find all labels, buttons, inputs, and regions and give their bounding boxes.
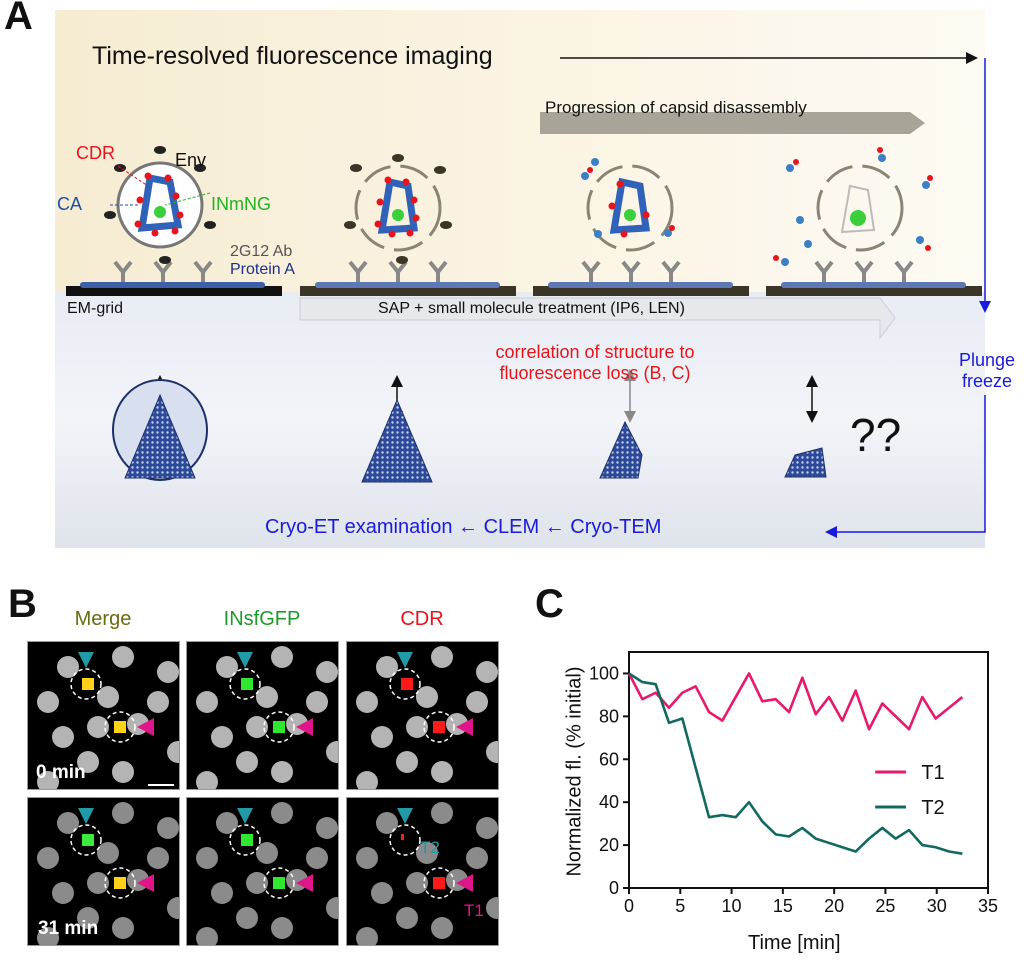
x-axis-label: Time [min] [748, 932, 841, 954]
t1-arrowhead-icon [137, 718, 154, 736]
virion-intact [104, 146, 216, 264]
y-tick-label: 40 [599, 792, 619, 812]
t2-arrowhead-icon [397, 652, 413, 668]
y-tick-label: 100 [589, 663, 619, 683]
t1-arrowhead-icon [296, 874, 313, 892]
grid-square-fragment [784, 447, 827, 478]
column-merge-title: Merge [74, 608, 132, 630]
x-tick-label: 30 [927, 896, 947, 916]
x-tick-label: 20 [824, 896, 844, 916]
time-label-31min: 31 min [38, 918, 99, 939]
micrograph-cdr-31min [346, 797, 499, 946]
cdr-label: CDR [76, 143, 115, 163]
correlation-line-1: correlation of structure to [495, 342, 695, 362]
em-grid-label: EM-grid [67, 300, 124, 317]
t2-arrowhead-icon [78, 808, 94, 824]
grid-square-treated [361, 398, 433, 483]
t2-arrowhead-icon [237, 652, 253, 668]
t2-arrowhead-icon [397, 808, 413, 824]
plot-frame [628, 651, 989, 889]
x-tick-label: 0 [624, 896, 634, 916]
progression-arrow [540, 112, 925, 134]
t2-arrowhead-icon [237, 808, 253, 824]
micrograph-merge-0min [27, 641, 180, 790]
t1-arrowhead-icon [456, 874, 473, 892]
progression-label: Progression of capsid disassembly [545, 98, 807, 117]
correlation-label: correlation of structure to fluorescence… [465, 342, 725, 384]
ca-label: CA [57, 194, 83, 214]
legend-label-t1: T1 [921, 762, 944, 784]
treatment-label: SAP + small molecule treatment (IP6, LEN… [378, 300, 685, 317]
time-label-0min: 0 min [36, 762, 86, 783]
x-tick-label: 15 [773, 896, 793, 916]
t1-arrowhead-icon [137, 874, 154, 892]
unknown-label: ?? [850, 409, 902, 461]
series-line-t1 [627, 672, 964, 731]
env-label: Env [175, 150, 207, 170]
virion-permeabilized [344, 154, 452, 264]
t2-marker-label: T2 [420, 838, 440, 857]
panel-c-label: C [535, 582, 564, 626]
correlation-line-2: fluorescence loss (B, C) [499, 363, 691, 383]
t1-arrowhead-icon [296, 718, 313, 736]
treatment-arrow [299, 297, 896, 340]
micrograph-cdr-0min [346, 641, 499, 790]
y-tick-label: 80 [599, 706, 619, 726]
fluorescence-chart: 0 5 10 15 20 25 30 35 0 20 40 60 80 100 T1 T2 [589, 651, 998, 916]
antibodies [113, 260, 914, 282]
y-tick-label: 0 [609, 878, 619, 898]
series-line-t2 [628, 672, 963, 855]
y-tick-label: 60 [599, 749, 619, 769]
panel-a-diagram [66, 52, 991, 538]
t2-arrowhead-icon [78, 652, 94, 668]
workflow-label: Cryo-ET examination ← CLEM ← Cryo-TEM [265, 516, 662, 538]
panel-a-imaging-background [55, 10, 985, 292]
panel-b-label: B [8, 582, 37, 626]
inmng-label: INmNG [211, 194, 271, 214]
plunge-freeze-label: Plunge freeze [942, 350, 1024, 392]
y-tick-label: 20 [599, 835, 619, 855]
panel-a-examination-background [55, 292, 985, 548]
column-cdr-title: CDR [400, 608, 444, 630]
x-tick-label: 35 [978, 896, 998, 916]
x-tick-label: 25 [875, 896, 895, 916]
micrograph-insfgfp-31min [186, 797, 339, 946]
virion-disassembled [773, 147, 933, 266]
protein-a-label: Protein A [230, 261, 295, 278]
examination-flow-line [825, 395, 986, 538]
x-tick-label: 5 [675, 896, 685, 916]
legend-label-t2: T2 [921, 797, 944, 819]
plunge-line-2: freeze [961, 371, 1013, 391]
column-insfgfp-title: INsfGFP [223, 608, 301, 630]
grid-square-intact [124, 393, 196, 479]
scale-bar [148, 784, 174, 786]
virion-partial-disassembly [581, 158, 675, 252]
em-grid-bars [66, 282, 982, 296]
grid-square-damaged [599, 420, 643, 479]
t1-arrowhead-icon [456, 718, 473, 736]
x-tick-label: 10 [722, 896, 742, 916]
plunge-line-1: Plunge [958, 350, 1016, 370]
micrograph-merge-31min [27, 797, 180, 946]
t1-marker-label: T1 [464, 901, 484, 920]
antibody-label: 2G12 Ab [230, 243, 293, 260]
micrograph-insfgfp-0min [186, 641, 339, 790]
panel-a-label: A [4, 0, 33, 38]
imaging-title: Time-resolved fluorescence imaging [92, 42, 493, 70]
